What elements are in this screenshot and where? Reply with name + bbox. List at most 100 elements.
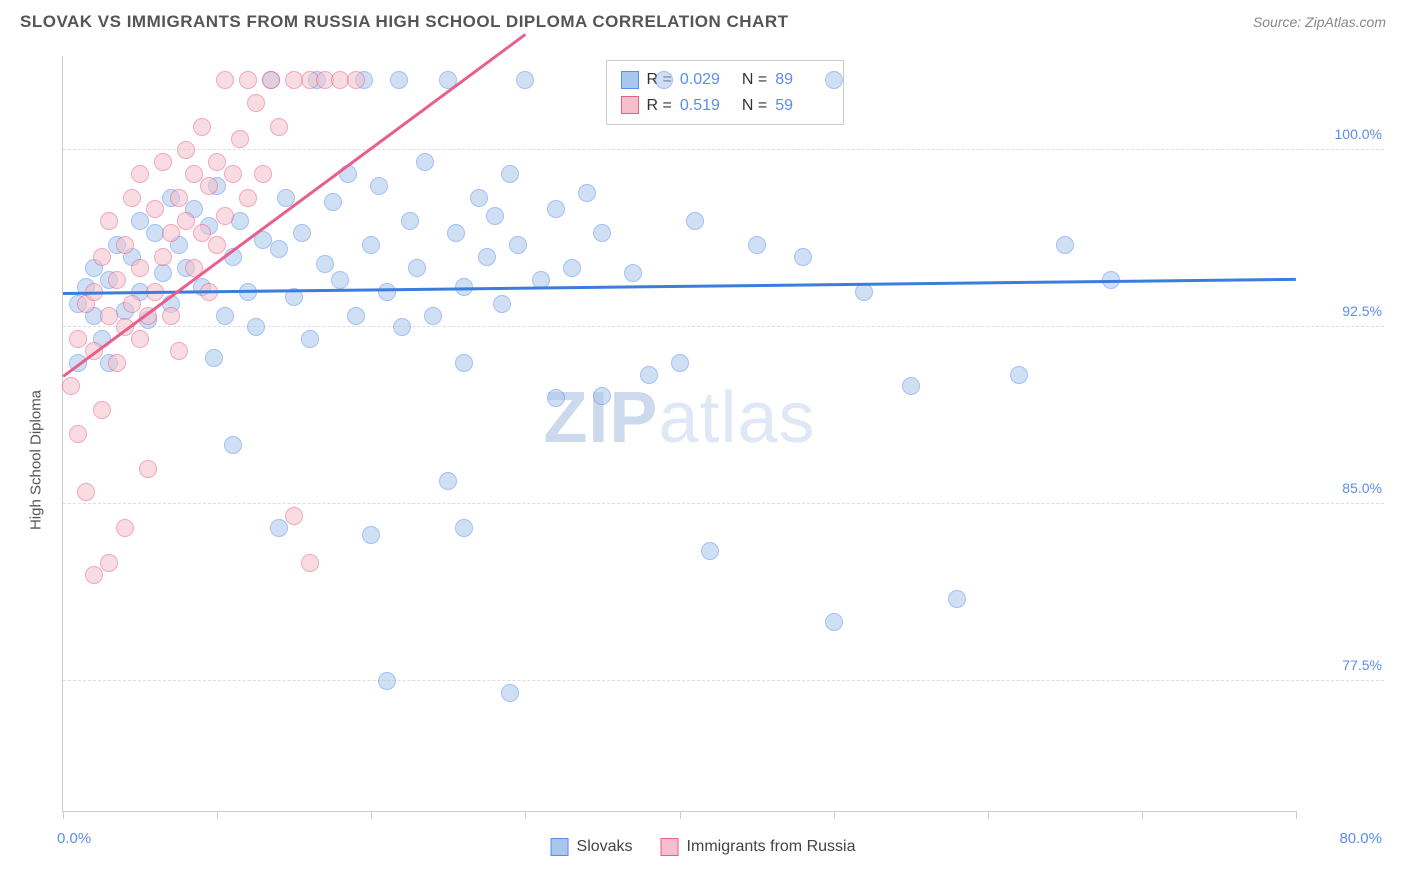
data-point [93,401,111,419]
data-point [640,366,658,384]
data-point [324,193,342,211]
data-point [123,295,141,313]
data-point [748,236,766,254]
data-point [154,153,172,171]
data-point [547,200,565,218]
data-point [701,542,719,560]
data-point [270,118,288,136]
data-point [177,141,195,159]
data-point [116,519,134,537]
data-point [77,483,95,501]
chart-title: SLOVAK VS IMMIGRANTS FROM RUSSIA HIGH SC… [20,12,789,32]
correlation-stats-box: R =0.029N =89R =0.519N =59 [606,60,845,125]
data-point [193,118,211,136]
data-point [370,177,388,195]
gridline [63,503,1384,504]
data-point [493,295,511,313]
data-point [247,94,265,112]
data-point [501,684,519,702]
data-point [239,71,257,89]
data-point [501,165,519,183]
x-tick [371,811,372,819]
data-point [362,236,380,254]
data-point [262,71,280,89]
data-point [239,189,257,207]
data-point [855,283,873,301]
data-point [331,271,349,289]
data-point [216,307,234,325]
data-point [200,177,218,195]
data-point [470,189,488,207]
data-point [378,672,396,690]
data-point [231,130,249,148]
data-point [655,71,673,89]
data-point [216,71,234,89]
y-tick-label: 92.5% [1342,303,1382,319]
data-point [131,212,149,230]
data-point [162,224,180,242]
data-point [205,349,223,367]
data-point [563,259,581,277]
data-point [108,271,126,289]
data-point [624,264,642,282]
data-point [516,71,534,89]
legend-label: Immigrants from Russia [687,838,856,856]
data-point [825,613,843,631]
data-point [293,224,311,242]
data-point [270,240,288,258]
data-point [401,212,419,230]
data-point [177,212,195,230]
stats-row: R =0.029N =89 [621,67,830,93]
data-point [439,472,457,490]
data-point [100,212,118,230]
data-point [408,259,426,277]
x-tick [834,811,835,819]
data-point [593,224,611,242]
legend-label: Slovaks [577,838,633,856]
data-point [62,377,80,395]
data-point [486,207,504,225]
data-point [116,236,134,254]
data-point [578,184,596,202]
data-point [154,264,172,282]
x-axis-max-label: 80.0% [1339,830,1382,847]
data-point [301,330,319,348]
data-point [224,165,242,183]
data-point [131,330,149,348]
y-tick-label: 77.5% [1342,657,1382,673]
data-point [93,248,111,266]
data-point [170,189,188,207]
legend-swatch [551,838,569,856]
gridline [63,680,1384,681]
data-point [301,554,319,572]
data-point [455,354,473,372]
data-point [208,236,226,254]
bottom-legend: Slovaks Immigrants from Russia [551,838,856,856]
data-point [378,283,396,301]
x-tick [1296,811,1297,819]
data-point [224,436,242,454]
y-tick-label: 100.0% [1335,126,1382,142]
data-point [216,207,234,225]
data-point [254,165,272,183]
data-point [478,248,496,266]
y-axis-title: High School Diploma [28,390,45,530]
data-point [424,307,442,325]
x-tick [988,811,989,819]
data-point [686,212,704,230]
stats-row: R =0.519N =59 [621,93,830,119]
legend-swatch [621,71,639,89]
data-point [794,248,812,266]
data-point [547,389,565,407]
data-point [85,566,103,584]
data-point [131,165,149,183]
plot-area: ZIPatlas R =0.029N =89R =0.519N =59 0.0%… [62,56,1296,812]
data-point [671,354,689,372]
data-point [285,507,303,525]
data-point [270,519,288,537]
data-point [825,71,843,89]
x-tick [525,811,526,819]
data-point [447,224,465,242]
data-point [316,255,334,273]
source-attribution: Source: ZipAtlas.com [1253,14,1386,30]
